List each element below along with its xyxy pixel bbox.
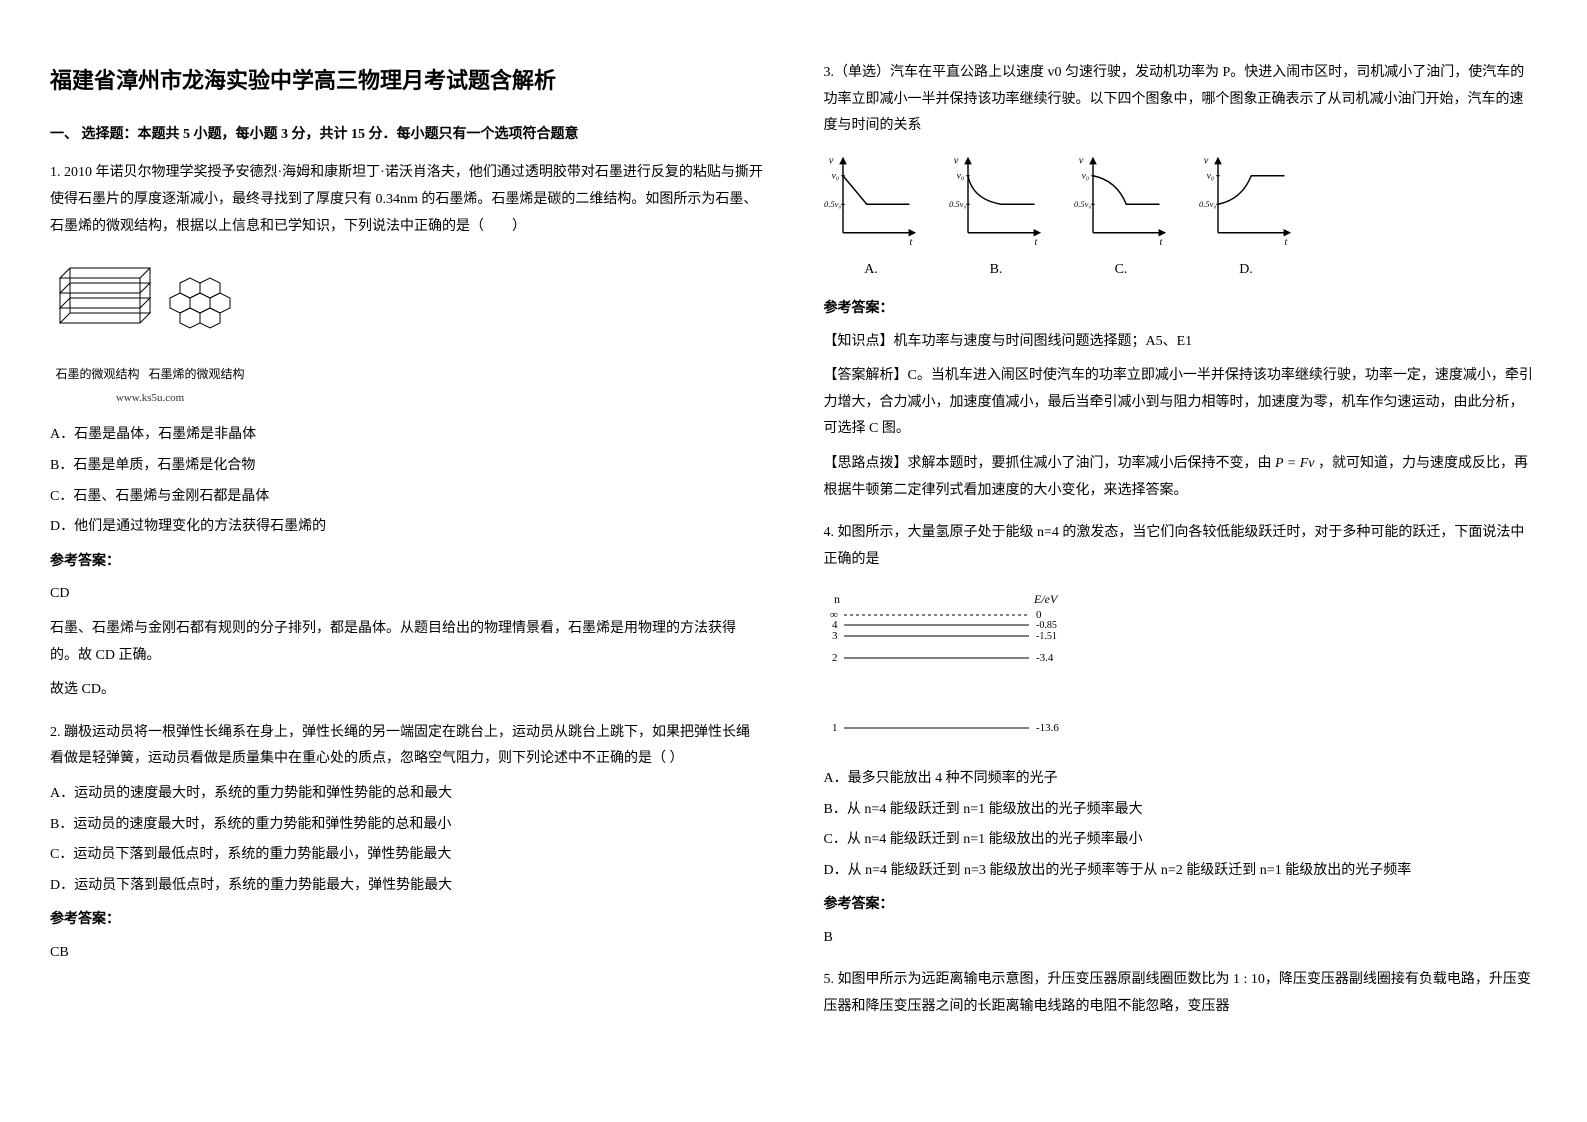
- q1-explain-2: 故选 CD。: [50, 677, 764, 704]
- svg-text:n: n: [834, 592, 840, 606]
- section-header: 一、 选择题：本题共 5 小题，每小题 3 分，共计 15 分．每小题只有一个选…: [50, 122, 764, 149]
- caption-url: www.ks5u.com: [116, 392, 184, 404]
- svg-text:v: v: [953, 155, 958, 166]
- caption-right: 石墨烯的微观结构: [149, 367, 245, 381]
- page-title: 福建省漳州市龙海实验中学高三物理月考试题含解析: [50, 60, 764, 102]
- svg-text:v₀: v₀: [1081, 171, 1089, 181]
- question-5: 5. 如图甲所示为远距离输电示意图，升压变压器原副线圈匝数比为 1 : 10，降…: [824, 967, 1538, 1020]
- svg-text:v: v: [1203, 155, 1208, 166]
- q1-stem: 1. 2010 年诺贝尔物理学奖授予安德烈·海姆和康斯坦丁·诺沃肖洛夫，他们通过…: [50, 160, 764, 240]
- q3-stem: 3.（单选）汽车在平直公路上以速度 v0 匀速行驶，发动机功率为 P。快进入闹市…: [824, 60, 1538, 140]
- q3-explain: 【答案解析】C。当机车进入闹区时使汽车的功率立即减小一半并保持该功率继续行驶，功…: [824, 363, 1538, 443]
- question-4: 4. 如图所示，大量氢原子处于能级 n=4 的激发态，当它们向各较低能级跃迁时，…: [824, 520, 1538, 951]
- q4-answer: B: [824, 925, 1538, 952]
- q2-stem: 2. 蹦极运动员将一根弹性长绳系在身上，弹性长绳的另一端固定在跳台上，运动员从跳…: [50, 720, 764, 773]
- vt-graph-a-icon: v₀ 0.5v₀ v t: [824, 152, 919, 247]
- svg-text:t: t: [909, 237, 913, 247]
- q4-opt-c: C．从 n=4 能级跃迁到 n=1 能级放出的光子频率最小: [824, 827, 1538, 854]
- q3-hint-pre: 【思路点拨】求解本题时，要抓住减小了油门，功率减小后保持不变，由: [824, 456, 1272, 471]
- q1-caption: 石墨的微观结构 石墨烯的微观结构 www.ks5u.com: [50, 363, 250, 409]
- svg-text:-3.4: -3.4: [1036, 652, 1054, 664]
- q1-answer: CD: [50, 581, 764, 608]
- svg-text:E/eV: E/eV: [1033, 592, 1059, 606]
- q1-explain-1: 石墨、石墨烯与金刚石都有规则的分子排列，都是晶体。从题目给出的物理情景看，石墨烯…: [50, 616, 764, 669]
- q3-hint-formula: P = Fv: [1275, 456, 1315, 471]
- svg-text:t: t: [1159, 237, 1163, 247]
- svg-text:1: 1: [832, 722, 838, 734]
- q1-opt-b: B．石墨是单质，石墨烯是化合物: [50, 453, 764, 480]
- question-2: 2. 蹦极运动员将一根弹性长绳系在身上，弹性长绳的另一端固定在跳台上，运动员从跳…: [50, 720, 764, 967]
- energy-levels-icon: n E/eV ∞ 0 4 -0.85 3 -1.51 2 -3.4 1 -13.…: [824, 591, 1084, 741]
- y-v0: v₀: [831, 171, 839, 181]
- q5-stem: 5. 如图甲所示为远距离输电示意图，升压变压器原副线圈匝数比为 1 : 10，降…: [824, 967, 1538, 1020]
- q1-answer-label: 参考答案：: [50, 549, 764, 576]
- q4-opt-a: A．最多只能放出 4 种不同频率的光子: [824, 766, 1538, 793]
- q3-label-c: C.: [1074, 257, 1169, 284]
- q1-figure: 石墨的微观结构 石墨烯的微观结构 www.ks5u.com: [50, 258, 250, 408]
- question-3: 3.（单选）汽车在平直公路上以速度 v0 匀速行驶，发动机功率为 P。快进入闹市…: [824, 60, 1538, 504]
- q1-opt-c: C．石墨、石墨烯与金刚石都是晶体: [50, 484, 764, 511]
- q2-answer-label: 参考答案：: [50, 907, 764, 934]
- q1-opt-d: D．他们是通过物理变化的方法获得石墨烯的: [50, 514, 764, 541]
- svg-text:0.5v₀: 0.5v₀: [949, 199, 966, 209]
- vt-graph-b-icon: v₀ 0.5v₀ v t: [949, 152, 1044, 247]
- svg-text:0.5v₀: 0.5v₀: [1074, 199, 1091, 209]
- vt-graph-d-icon: v₀ 0.5v₀ v t: [1199, 152, 1294, 247]
- q3-graphs: v₀ 0.5v₀ v t A.: [824, 152, 1538, 284]
- q3-knowledge: 【知识点】机车功率与速度与时间图线问题选择题；A5、E1: [824, 329, 1538, 356]
- q4-answer-label: 参考答案：: [824, 892, 1538, 919]
- svg-text:v: v: [828, 155, 833, 166]
- q3-label-d: D.: [1199, 257, 1294, 284]
- q2-opt-a: A．运动员的速度最大时，系统的重力势能和弹性势能的总和最大: [50, 781, 764, 808]
- q2-answer: CB: [50, 940, 764, 967]
- q3-label-b: B.: [949, 257, 1044, 284]
- q2-opt-b: B．运动员的速度最大时，系统的重力势能和弹性势能的总和最小: [50, 812, 764, 839]
- q4-opt-d: D．从 n=4 能级跃迁到 n=3 能级放出的光子频率等于从 n=2 能级跃迁到…: [824, 858, 1538, 885]
- svg-text:t: t: [1034, 237, 1038, 247]
- q1-opt-a: A．石墨是晶体，石墨烯是非晶体: [50, 422, 764, 449]
- q4-opt-b: B．从 n=4 能级跃迁到 n=1 能级放出的光子频率最大: [824, 797, 1538, 824]
- caption-left: 石墨的微观结构: [55, 367, 139, 381]
- q2-opt-c: C．运动员下落到最低点时，系统的重力势能最小，弹性势能最大: [50, 842, 764, 869]
- svg-text:v: v: [1078, 155, 1083, 166]
- q4-stem: 4. 如图所示，大量氢原子处于能级 n=4 的激发态，当它们向各较低能级跃迁时，…: [824, 520, 1538, 573]
- svg-text:-0.85: -0.85: [1036, 620, 1057, 631]
- svg-text:-13.6: -13.6: [1036, 722, 1059, 734]
- y-halfv0: 0.5v₀: [824, 199, 841, 209]
- q3-hint: 【思路点拨】求解本题时，要抓住减小了油门，功率减小后保持不变，由 P = Fv …: [824, 451, 1538, 504]
- svg-text:3: 3: [832, 630, 838, 642]
- svg-text:2: 2: [832, 652, 838, 664]
- svg-text:-1.51: -1.51: [1036, 631, 1057, 642]
- q3-label-a: A.: [824, 257, 919, 284]
- q2-opt-d: D．运动员下落到最低点时，系统的重力势能最大，弹性势能最大: [50, 873, 764, 900]
- q3-answer-label: 参考答案：: [824, 296, 1538, 323]
- vt-graph-c-icon: v₀ 0.5v₀ v t: [1074, 152, 1169, 247]
- svg-text:v₀: v₀: [1206, 171, 1214, 181]
- question-1: 1. 2010 年诺贝尔物理学奖授予安德烈·海姆和康斯坦丁·诺沃肖洛夫，他们通过…: [50, 160, 764, 703]
- svg-text:t: t: [1284, 237, 1288, 247]
- svg-text:v₀: v₀: [956, 171, 964, 181]
- graphite-structure-icon: [50, 258, 250, 348]
- svg-text:0.5v₀: 0.5v₀: [1199, 199, 1216, 209]
